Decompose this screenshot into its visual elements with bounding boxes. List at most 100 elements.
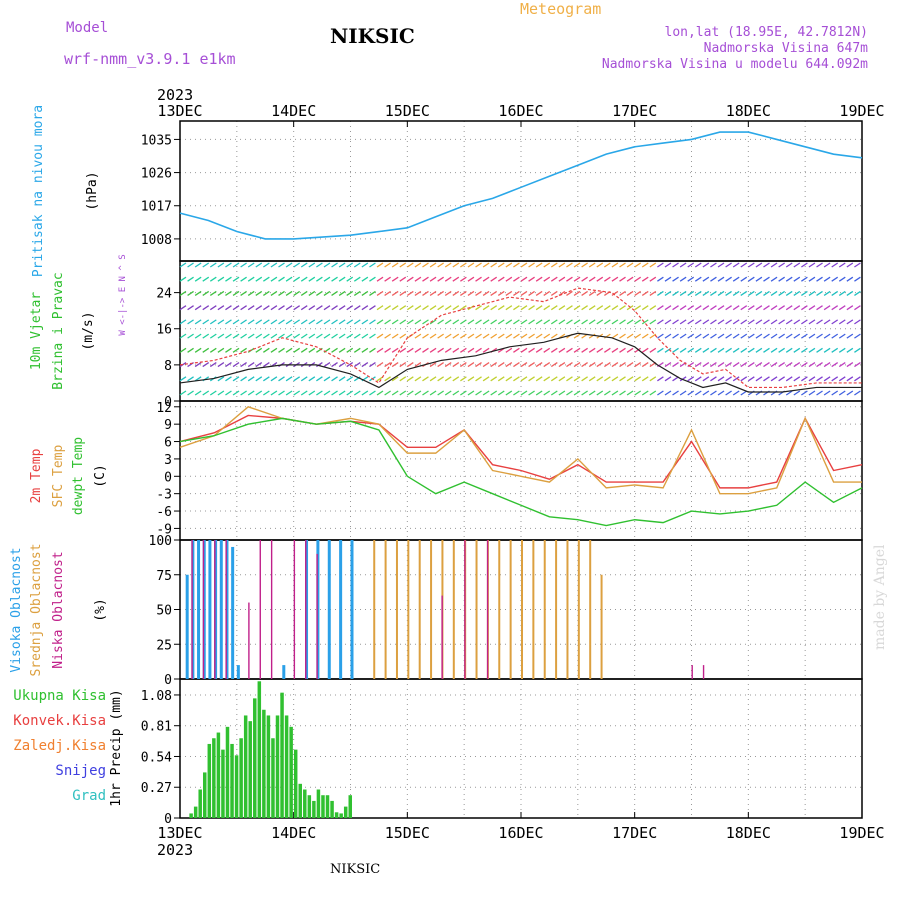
- precip-bar: [275, 715, 280, 818]
- wind-barb: [558, 262, 566, 268]
- wind-barb: [240, 319, 247, 325]
- wind-barb: [596, 305, 604, 311]
- wind-barb: [422, 276, 429, 282]
- temp-unit: (C): [93, 464, 108, 487]
- wind-barb: [808, 347, 816, 353]
- wind-barb: [422, 376, 429, 382]
- wind-barb: [437, 319, 445, 325]
- precip-bar: [198, 789, 202, 818]
- wind-barb: [460, 333, 467, 339]
- wind-barb: [535, 390, 543, 396]
- high-cloud-bar: [339, 540, 343, 679]
- wind-barb: [747, 362, 755, 368]
- cloud-unit: (%): [93, 598, 108, 621]
- wind-barb: [467, 362, 475, 368]
- wind-barb: [391, 305, 399, 311]
- wind-barb: [225, 333, 232, 339]
- wind-barb: [475, 376, 482, 382]
- wind-barb: [596, 262, 604, 268]
- wind-barb: [801, 333, 808, 339]
- low-cloud-bar: [464, 540, 466, 679]
- wind-barb: [558, 347, 566, 353]
- wind-barb: [672, 290, 679, 296]
- wind-barb: [505, 276, 513, 282]
- wind-barb: [816, 319, 823, 325]
- wind-barb: [566, 390, 573, 396]
- wind-barb: [482, 290, 490, 296]
- precip-bar: [321, 795, 325, 818]
- wind-barb: [854, 390, 861, 396]
- wind-barb: [702, 276, 710, 282]
- wind-barb: [619, 376, 626, 382]
- precip-bar: [284, 715, 289, 818]
- wind-barb: [816, 305, 823, 311]
- wind-barb: [194, 362, 202, 368]
- y-tick-label: 1026: [141, 167, 172, 182]
- wind-barb: [194, 305, 202, 311]
- wind-barb: [611, 290, 619, 296]
- wind-barb: [285, 333, 293, 339]
- wind-barb: [770, 347, 778, 353]
- wind-barb: [679, 376, 687, 382]
- y-tick-label: 9: [164, 418, 172, 433]
- wind-barb: [611, 276, 619, 282]
- wind-barb: [361, 305, 369, 311]
- wind-barb: [854, 333, 861, 339]
- wind-barb: [740, 319, 748, 325]
- wind-barb: [437, 333, 445, 339]
- wind-barb: [179, 362, 187, 368]
- wind-barb: [513, 390, 520, 396]
- wind-barb: [232, 333, 240, 339]
- wind-barb: [566, 362, 573, 368]
- wind-barb: [414, 333, 422, 339]
- wind-barb: [323, 319, 331, 325]
- low-cloud-bar: [259, 540, 261, 679]
- precip-bar: [262, 709, 266, 818]
- y-tick-label: 1008: [141, 233, 172, 248]
- wind-barb: [460, 262, 467, 268]
- wind-barb: [255, 319, 263, 325]
- wind-barb: [528, 333, 535, 339]
- wind-barb: [763, 376, 770, 382]
- wind-barb: [717, 390, 725, 396]
- wind-barb: [763, 276, 770, 282]
- wind-barb: [285, 347, 293, 353]
- wind-barb: [293, 376, 301, 382]
- wind-barb: [232, 362, 240, 368]
- wind-barb: [369, 347, 376, 353]
- wind-barb: [338, 333, 346, 339]
- wind-barb: [194, 390, 202, 396]
- wind-barb: [732, 390, 740, 396]
- wind-barb: [406, 347, 414, 353]
- wind-barb: [603, 276, 611, 282]
- wind-barb: [270, 390, 278, 396]
- wind-barb: [801, 305, 808, 311]
- wind-barb: [725, 290, 732, 296]
- wind-barb: [338, 319, 346, 325]
- wind-barb: [725, 390, 732, 396]
- wind-barb: [649, 290, 657, 296]
- wind-barb: [747, 290, 755, 296]
- wind-barb: [581, 262, 588, 268]
- precip-bar: [189, 813, 193, 818]
- wind-barb: [270, 319, 278, 325]
- wind-barb: [717, 333, 725, 339]
- wind-barb: [831, 333, 839, 339]
- wind-barb: [331, 333, 338, 339]
- low-cloud-bar: [293, 540, 296, 679]
- wind-barb: [801, 390, 808, 396]
- wind-barb: [535, 276, 543, 282]
- wind-barb: [641, 290, 649, 296]
- wind-barb: [710, 305, 717, 311]
- wind-barb: [854, 362, 861, 368]
- wind-barb: [513, 347, 520, 353]
- wind-barb: [437, 262, 445, 268]
- wind-barb: [679, 262, 687, 268]
- wind-barb: [846, 376, 854, 382]
- credit-label: made by Angel: [872, 544, 888, 651]
- wind-barb: [535, 290, 543, 296]
- wind-barb: [353, 262, 361, 268]
- wind-barb: [202, 276, 210, 282]
- wind-barb: [550, 390, 558, 396]
- wind-barb: [323, 290, 331, 296]
